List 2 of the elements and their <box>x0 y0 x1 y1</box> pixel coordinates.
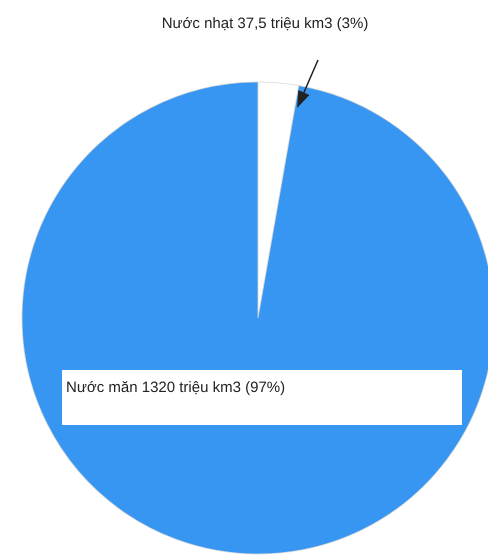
slice-label: Nước nhạt 37,5 triệu km3 (3%) <box>162 15 368 32</box>
slice-label: Nước măn 1320 triệu km3 (97%) <box>66 379 286 396</box>
